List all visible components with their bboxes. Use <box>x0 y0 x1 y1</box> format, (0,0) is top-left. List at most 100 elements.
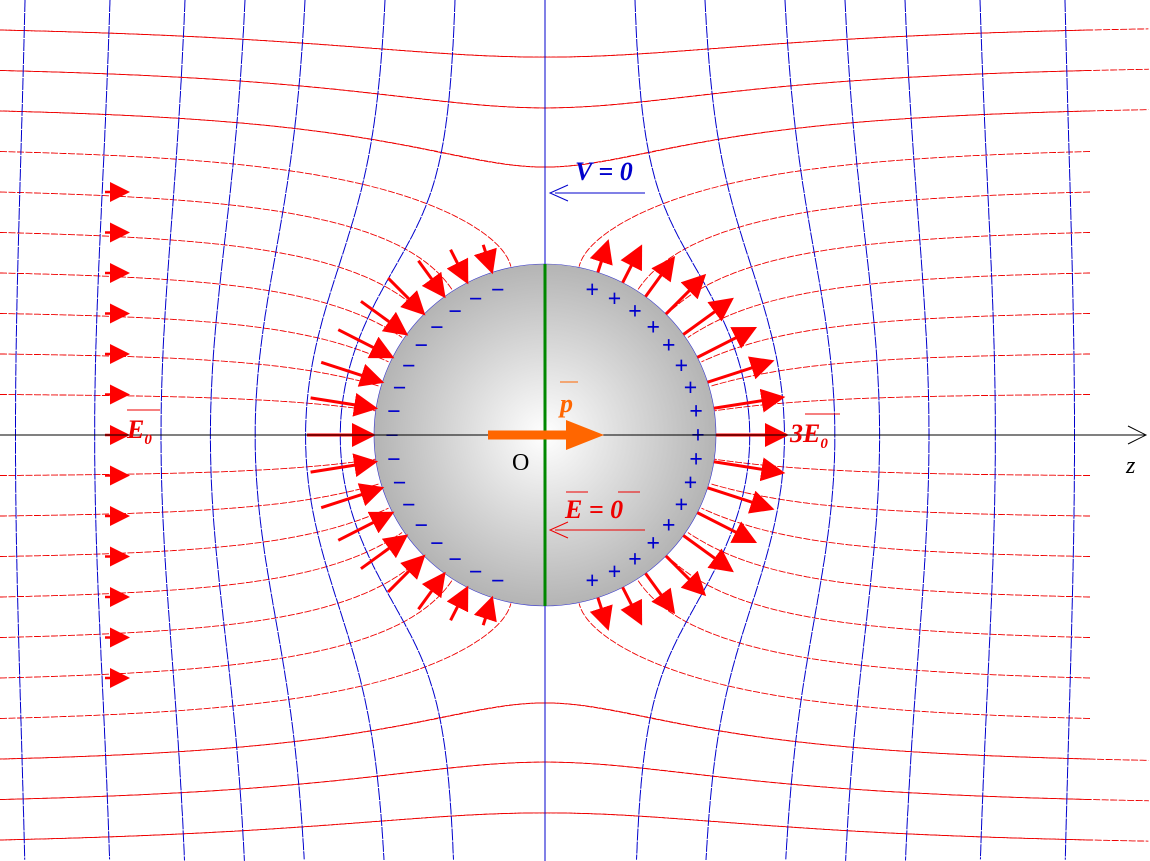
positive-charge: + <box>691 423 705 449</box>
positive-charge: + <box>585 277 599 303</box>
negative-charge: − <box>387 399 401 425</box>
origin-label: O <box>512 450 529 476</box>
surface-arrow <box>483 245 491 269</box>
field-line <box>637 579 1090 678</box>
diagram: +−+−+−+−+−+−+−+−+−+−+−+−+−+−+−+−+− z O p… <box>0 0 1150 861</box>
field-line <box>0 459 375 475</box>
field-line <box>0 762 1149 801</box>
surface-arrow <box>451 250 466 279</box>
positive-charge: + <box>689 447 703 473</box>
negative-charge: − <box>448 299 462 325</box>
field-line <box>579 603 1090 718</box>
field-line <box>0 508 389 556</box>
coefficient: 3 <box>789 419 803 448</box>
equipotential <box>210 0 245 861</box>
field-line <box>0 273 402 338</box>
positive-charge: + <box>662 513 676 539</box>
surface-arrow <box>646 261 672 297</box>
field-line <box>0 233 422 314</box>
negative-charge: − <box>430 315 444 341</box>
surface-arrow <box>623 250 640 283</box>
negative-charge: − <box>387 447 401 473</box>
value: 0 <box>620 157 633 186</box>
positive-charge: + <box>646 531 660 557</box>
field-line <box>668 556 1090 637</box>
equipotential <box>1065 0 1075 860</box>
field-line <box>710 484 1090 516</box>
positive-charge: + <box>608 559 622 585</box>
field-line <box>688 533 1090 598</box>
equals: = <box>598 157 613 186</box>
positive-charge: + <box>628 299 642 325</box>
equipotential <box>980 0 995 859</box>
field-line <box>710 354 1090 386</box>
field-line <box>715 395 1090 411</box>
surface-field-label: 3E0 <box>789 419 828 452</box>
positive-charge: + <box>628 547 642 573</box>
equipotential <box>845 0 880 861</box>
positive-charge: + <box>689 399 703 425</box>
field-line <box>579 152 1090 267</box>
surface-arrow <box>361 301 403 332</box>
applied-field-label: E0 <box>126 415 152 448</box>
axis-label: z <box>1125 453 1136 479</box>
field-line <box>0 603 511 718</box>
positive-charge: + <box>646 315 660 341</box>
negative-charge: − <box>393 376 407 402</box>
field-line <box>702 508 1091 556</box>
negative-charge: − <box>448 547 462 573</box>
symbol: E <box>802 419 820 448</box>
field-line <box>0 395 375 411</box>
field-line <box>0 354 380 386</box>
surface-arrow <box>646 573 672 609</box>
field-line <box>668 233 1090 314</box>
field-line <box>0 152 511 267</box>
field-line <box>702 314 1091 362</box>
equipotential <box>161 0 185 861</box>
surface-arrow <box>451 591 466 620</box>
symbol: V <box>575 157 595 186</box>
subscript: 0 <box>820 436 828 452</box>
surface-arrow <box>666 556 702 592</box>
dipole-label: p <box>558 389 573 418</box>
negative-charge: − <box>469 287 483 313</box>
surface-arrow <box>623 587 640 620</box>
surface-arrow <box>683 536 729 569</box>
field-line <box>0 579 453 678</box>
negative-charge: − <box>414 333 428 359</box>
field-line <box>637 192 1090 291</box>
surface-arrow <box>598 245 607 273</box>
equipotential <box>306 0 385 860</box>
negative-charge: − <box>491 277 505 303</box>
surface-arrow <box>666 278 702 314</box>
field-line <box>0 69 1149 108</box>
equipotential <box>16 0 26 860</box>
positive-charge: + <box>608 287 622 313</box>
positive-charge: + <box>585 569 599 595</box>
field-line <box>688 273 1090 338</box>
equipotential <box>95 0 110 859</box>
field-line <box>0 556 422 637</box>
negative-charge: − <box>430 531 444 557</box>
equipotential <box>905 0 929 861</box>
field-line <box>0 192 453 291</box>
field-line <box>0 314 389 362</box>
field-line <box>715 459 1090 475</box>
surface-arrow <box>697 330 751 358</box>
symbol: E <box>126 415 144 444</box>
surface-arrow <box>483 601 491 625</box>
positive-charge: + <box>674 492 688 518</box>
inside-field-label: E = 0 <box>564 495 623 524</box>
symbol: E <box>564 495 582 524</box>
surface-arrow <box>388 559 421 592</box>
value: 0 <box>610 495 623 524</box>
field-line <box>0 533 402 598</box>
equals: = <box>589 495 604 524</box>
negative-charge: − <box>385 423 399 449</box>
equipotential <box>705 0 784 860</box>
surface-arrow <box>388 278 421 311</box>
negative-charge: − <box>491 569 505 595</box>
subscript: 0 <box>144 432 152 448</box>
positive-charge: + <box>684 376 698 402</box>
surface-arrow <box>697 513 751 541</box>
